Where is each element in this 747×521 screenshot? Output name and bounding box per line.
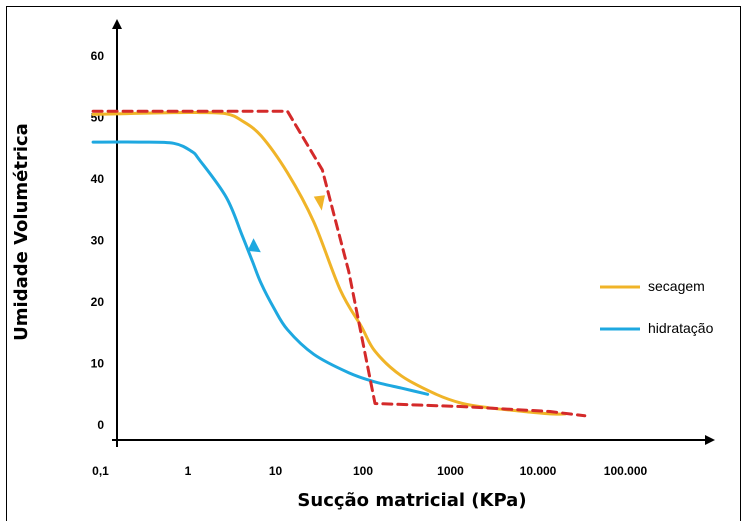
y-axis-title: Umidade Volumétrica: [11, 123, 32, 341]
x-axis-title: Sucção matricial (KPa): [297, 490, 526, 511]
x-tick-label: 1000: [437, 464, 464, 478]
x-tick-label: 1: [185, 464, 192, 478]
y-tick-label: 30: [91, 234, 105, 248]
y-tick-label: 20: [91, 295, 105, 309]
direction-arrow: [248, 238, 261, 252]
x-tick-label: 0,1: [92, 464, 109, 478]
x-tick-label: 10.000: [520, 464, 557, 478]
y-tick-label: 0: [97, 418, 104, 432]
x-tick-label: 100.000: [604, 464, 648, 478]
direction-arrow: [314, 195, 325, 210]
y-tick-label: 60: [91, 49, 105, 63]
series-line: [93, 112, 565, 414]
y-tick-label: 10: [91, 357, 105, 371]
x-tick-label: 10: [269, 464, 283, 478]
reference-dashed-line: [93, 111, 585, 416]
legend-label: hidratação: [648, 320, 714, 336]
legend-label: secagem: [648, 278, 705, 294]
x-tick-label: 100: [353, 464, 373, 478]
y-tick-label: 40: [91, 172, 105, 186]
